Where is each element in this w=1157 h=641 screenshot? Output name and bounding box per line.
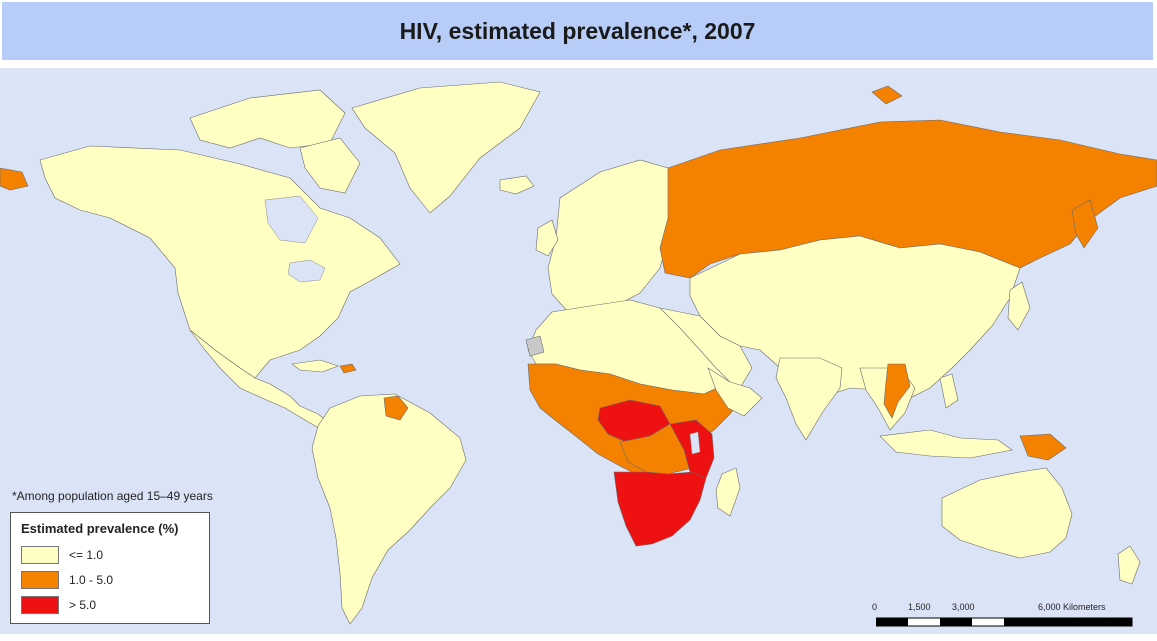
region-iceland: [499, 175, 535, 195]
region-indonesia: [879, 429, 1013, 459]
region-horn-africa: [707, 367, 763, 417]
scale-tick-6000: 6,000 Kilometers: [1038, 602, 1106, 612]
legend-swatch-mid: [21, 571, 59, 589]
legend-label-high: > 5.0: [69, 598, 97, 612]
lake-hudson-bay: [264, 195, 319, 244]
world-map: [0, 68, 1157, 634]
map-title: HIV, estimated prevalence*, 2007: [399, 17, 756, 44]
legend-label-low: <= 1.0: [69, 548, 104, 562]
legend-label-mid: 1.0 - 5.0: [69, 573, 114, 587]
region-australia: [941, 467, 1073, 559]
region-guyana: [383, 395, 409, 421]
region-uk: [535, 219, 559, 257]
footnote: *Among population aged 15–49 years: [12, 489, 213, 503]
scale-tick-3000: 3,000: [952, 602, 975, 612]
region-papua-new-guinea: [1019, 433, 1067, 461]
region-europe: [547, 159, 673, 319]
region-cuba: [291, 359, 339, 373]
region-western-sahara: [525, 335, 545, 357]
legend-item-low: <= 1.0: [21, 545, 103, 565]
title-bar: HIV, estimated prevalence*, 2007: [2, 2, 1153, 60]
region-russia: [659, 119, 1157, 279]
lake-malawi: [689, 431, 701, 455]
legend-item-high: > 5.0: [21, 595, 96, 615]
region-russia-kamchatka: [1071, 199, 1099, 249]
scale-bar-graphic: [876, 617, 1133, 627]
region-south-america: [311, 393, 467, 625]
map-frame[interactable]: [0, 68, 1157, 634]
region-russia-island: [871, 85, 903, 105]
map-legend: Estimated prevalence (%) <= 1.0 1.0 - 5.…: [10, 512, 210, 624]
region-baffin: [299, 137, 361, 194]
region-thailand: [883, 363, 911, 419]
region-india: [775, 357, 843, 441]
region-philippines: [939, 373, 959, 409]
region-haiti: [339, 363, 357, 374]
scale-bar: 0 1,500 3,000 6,000 Kilometers: [872, 602, 1134, 632]
scale-tick-0: 0: [872, 602, 878, 612]
region-russia-west-edge: [0, 167, 29, 191]
legend-swatch-low: [21, 546, 59, 564]
region-new-zealand: [1117, 545, 1141, 585]
legend-title: Estimated prevalence (%): [21, 521, 179, 536]
region-madagascar: [715, 467, 741, 517]
legend-swatch-high: [21, 596, 59, 614]
lake-great-lakes: [287, 259, 326, 283]
region-southern-africa: [613, 471, 707, 547]
region-japan: [1007, 281, 1031, 331]
legend-item-mid: 1.0 - 5.0: [21, 570, 113, 590]
region-greenland: [351, 81, 541, 214]
region-north-america: [39, 145, 401, 379]
scale-tick-1500: 1,500: [908, 602, 931, 612]
